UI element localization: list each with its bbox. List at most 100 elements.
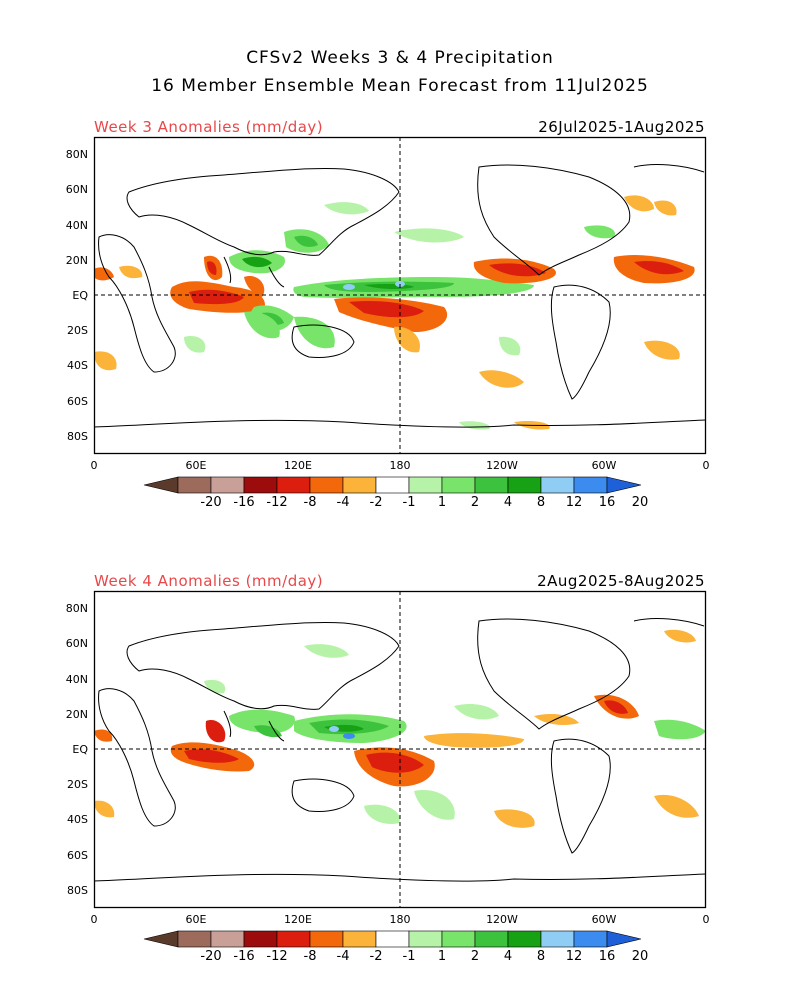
- colorbar-1: [143, 476, 642, 494]
- panel-1-date-range: 26Jul2025-1Aug2025: [538, 118, 705, 136]
- colorbar-swatch: [210, 930, 245, 948]
- anomaly-shading: [94, 195, 695, 430]
- colorbar-2-labels: -20 -16 -12 -8 -4 -2 -1 1 2 4 8 12 16 20: [0, 949, 800, 965]
- colorbar-swatch: [177, 476, 212, 494]
- lat-label-60s: 60S: [67, 395, 88, 408]
- colorbar-swatch: [342, 476, 377, 494]
- lat-label-80s: 80S: [67, 884, 88, 897]
- lon-label-120e: 120E: [284, 913, 312, 926]
- lat-label-80n: 80N: [65, 602, 88, 615]
- colorbar-swatch: [243, 930, 278, 948]
- colorbar-swatch: [243, 476, 278, 494]
- map-frame: [93, 590, 707, 909]
- colorbar-2: [143, 930, 642, 948]
- coastlines: [93, 164, 707, 428]
- colorbar-tick-label: -4: [336, 495, 350, 510]
- colorbar-tick-label: 20: [631, 495, 649, 510]
- lat-label-eq: EQ: [72, 743, 88, 756]
- colorbar-swatch: [408, 476, 443, 494]
- colorbar-tick-label: 12: [565, 495, 583, 510]
- lon-label-120e: 120E: [284, 459, 312, 472]
- lat-label-60n: 60N: [65, 637, 88, 650]
- lon-label-0-left: 0: [90, 459, 98, 472]
- panel-2-date-range: 2Aug2025-8Aug2025: [537, 572, 705, 590]
- colorbar-swatch: [474, 476, 509, 494]
- lat-label-40s: 40S: [67, 813, 88, 826]
- colorbar-swatch: [573, 930, 608, 948]
- colorbar-tick-label: -8: [303, 495, 317, 510]
- colorbar-swatch: [210, 476, 245, 494]
- colorbar-swatch: [441, 476, 476, 494]
- colorbar-tick-label: -1: [402, 495, 416, 510]
- colorbar-tick-label: 8: [536, 495, 546, 510]
- lat-label-20n: 20N: [65, 708, 88, 721]
- colorbar-swatch: [309, 930, 344, 948]
- colorbar-swatch: [375, 930, 410, 948]
- colorbar-tick-label: -8: [303, 949, 317, 964]
- colorbar-swatch: [276, 930, 311, 948]
- colorbar-swatch: [375, 476, 410, 494]
- colorbar-1-labels: -20 -16 -12 -8 -4 -2 -1 1 2 4 8 12 16 20: [0, 495, 800, 511]
- week-3-anomaly-map: [93, 136, 707, 455]
- colorbar-swatch: [408, 930, 443, 948]
- lon-label-0-right: 0: [702, 913, 710, 926]
- lat-label-20s: 20S: [67, 324, 88, 337]
- colorbar-swatch: [309, 476, 344, 494]
- colorbar-tick-label: -20: [200, 949, 222, 964]
- coastlines: [93, 618, 707, 882]
- colorbar-tick-label: 16: [598, 949, 616, 964]
- colorbar-tick-label: 8: [536, 949, 546, 964]
- colorbar-tick-label: 2: [470, 495, 480, 510]
- map-frame: [93, 136, 707, 455]
- lat-label-60s: 60S: [67, 849, 88, 862]
- lon-label-180: 180: [389, 913, 411, 926]
- colorbar-arrow-low: [143, 930, 179, 948]
- colorbar-swatch: [342, 930, 377, 948]
- panel-1-title: Week 3 Anomalies (mm/day): [94, 118, 324, 136]
- week-4-anomaly-map: [93, 590, 707, 909]
- lat-label-eq: EQ: [72, 289, 88, 302]
- colorbar-swatch: [507, 476, 542, 494]
- colorbar-tick-label: 1: [437, 495, 447, 510]
- colorbar-swatch: [507, 930, 542, 948]
- colorbar-tick-label: -16: [233, 949, 255, 964]
- colorbar-swatch: [540, 476, 575, 494]
- figure-title-line-2: 16 Member Ensemble Mean Forecast from 11…: [151, 76, 649, 96]
- lon-label-60w: 60W: [591, 459, 617, 472]
- colorbar-tick-label: 20: [631, 949, 649, 964]
- figure-title-line-1: CFSv2 Weeks 3 & 4 Precipitation: [246, 48, 554, 68]
- colorbar-tick-label: -2: [369, 495, 383, 510]
- colorbar-tick-label: -2: [369, 949, 383, 964]
- lon-label-60e: 60E: [185, 913, 207, 926]
- colorbar-tick-label: -20: [200, 495, 222, 510]
- lon-label-180: 180: [389, 459, 411, 472]
- lat-label-20s: 20S: [67, 778, 88, 791]
- colorbar-swatch: [177, 930, 212, 948]
- panel-2-title: Week 4 Anomalies (mm/day): [94, 572, 324, 590]
- lat-label-80s: 80S: [67, 430, 88, 443]
- colorbar-tick-label: 4: [503, 495, 513, 510]
- colorbar-tick-label: 16: [598, 495, 616, 510]
- colorbar-tick-label: -12: [266, 495, 288, 510]
- colorbar-swatch: [474, 930, 509, 948]
- lat-label-20n: 20N: [65, 254, 88, 267]
- colorbar-tick-label: -4: [336, 949, 350, 964]
- colorbar-swatch: [276, 476, 311, 494]
- lon-label-0-left: 0: [90, 913, 98, 926]
- lon-label-120w: 120W: [486, 913, 518, 926]
- colorbar-arrow-low: [143, 476, 179, 494]
- lon-label-60e: 60E: [185, 459, 207, 472]
- lat-label-40s: 40S: [67, 359, 88, 372]
- lon-label-120w: 120W: [486, 459, 518, 472]
- colorbar-tick-label: -16: [233, 495, 255, 510]
- lat-label-80n: 80N: [65, 148, 88, 161]
- colorbar-swatch: [540, 930, 575, 948]
- colorbar-tick-label: 12: [565, 949, 583, 964]
- colorbar-swatch: [441, 930, 476, 948]
- colorbar-tick-label: -1: [402, 949, 416, 964]
- colorbar-tick-label: 1: [437, 949, 447, 964]
- lat-label-40n: 40N: [65, 673, 88, 686]
- lon-label-60w: 60W: [591, 913, 617, 926]
- lon-label-0-right: 0: [702, 459, 710, 472]
- colorbar-tick-label: 4: [503, 949, 513, 964]
